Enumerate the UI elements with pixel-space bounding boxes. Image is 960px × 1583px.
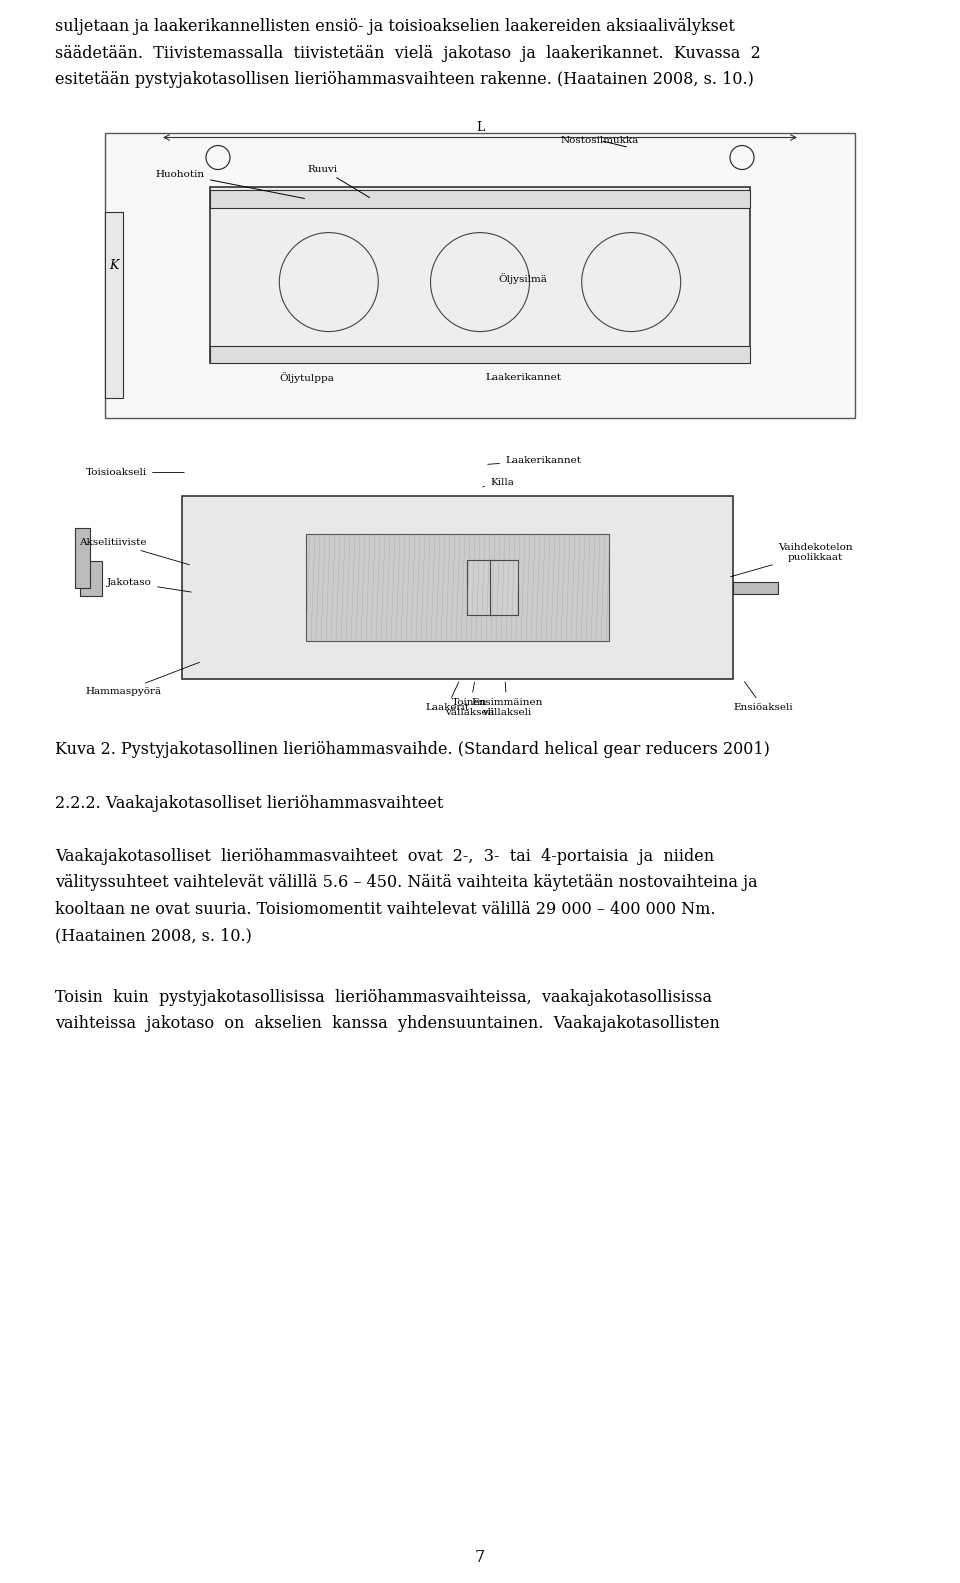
Text: Killa: Killa xyxy=(483,478,514,488)
Text: esitetään pystyjakotasollisen lieriöhammasvaihteen rakenne. (Haatainen 2008, s. : esitetään pystyjakotasollisen lieriöhamm… xyxy=(55,71,754,89)
Text: Toisin  kuin  pystyjakotasollisissa  lieriöhammasvaihteissa,  vaakajakotasollisi: Toisin kuin pystyjakotasollisissa lieriö… xyxy=(55,988,712,1005)
Text: (Haatainen 2008, s. 10.): (Haatainen 2008, s. 10.) xyxy=(55,928,252,943)
Text: Nostosilmukka: Nostosilmukka xyxy=(561,136,639,147)
Bar xyxy=(105,133,855,418)
Text: vaihteissa  jakotaso  on  akselien  kanssa  yhdensuuntainen.  Vaakajakotasollist: vaihteissa jakotaso on akselien kanssa y… xyxy=(55,1015,720,1032)
Text: K: K xyxy=(109,258,119,272)
Text: suljetaan ja laakerikannellisten ensiö- ja toisioakselien laakereiden aksiaalivä: suljetaan ja laakerikannellisten ensiö- … xyxy=(55,17,734,35)
Text: Vaihdekotelon
puolikkaat: Vaihdekotelon puolikkaat xyxy=(731,543,852,576)
Bar xyxy=(75,527,90,587)
Text: Öljytulppa: Öljytulppa xyxy=(279,372,335,383)
Text: Akselitiiviste: Akselitiiviste xyxy=(80,538,189,565)
Bar xyxy=(210,345,750,364)
Bar xyxy=(210,190,750,207)
Text: 7: 7 xyxy=(475,1550,485,1567)
Text: Ruuvi: Ruuvi xyxy=(307,165,370,198)
Bar xyxy=(210,187,750,364)
Bar xyxy=(182,495,732,679)
Text: Hammaspyörä: Hammaspyörä xyxy=(86,662,200,697)
Text: Kuva 2. Pystyjakotasollinen lieriöhammasvaihde. (Standard helical gear reducers : Kuva 2. Pystyjakotasollinen lieriöhammas… xyxy=(55,741,770,758)
Text: Laakerikannet: Laakerikannet xyxy=(485,372,562,382)
Text: Ensiöakseli: Ensiöakseli xyxy=(733,682,793,712)
Text: L: L xyxy=(476,120,484,133)
Text: Öljysilmä: Öljysilmä xyxy=(499,272,547,283)
Text: välityssuhteet vaihtelevät välillä 5.6 – 450. Näitä vaihteita käytetään nostovai: välityssuhteet vaihtelevät välillä 5.6 –… xyxy=(55,874,757,891)
Bar xyxy=(467,560,495,616)
Text: Toisioakseli: Toisioakseli xyxy=(86,469,184,476)
Text: kooltaan ne ovat suuria. Toisiomomentit vaihtelevat välillä 29 000 – 400 000 Nm.: kooltaan ne ovat suuria. Toisiomomentit … xyxy=(55,901,715,918)
Text: Toinen
vällakseli: Toinen vällakseli xyxy=(445,682,494,717)
Bar xyxy=(80,560,102,595)
Text: Ensimmäinen
vällakseli: Ensimmäinen vällakseli xyxy=(471,682,542,717)
Text: 2.2.2. Vaakajakotasolliset lieriöhammasvaihteet: 2.2.2. Vaakajakotasolliset lieriöhammasv… xyxy=(55,796,444,812)
Text: Huohotin: Huohotin xyxy=(156,169,304,198)
Bar xyxy=(732,581,778,594)
Bar xyxy=(105,212,123,397)
Text: säädetään.  Tiivistemassalla  tiivistetään  vielä  jakotaso  ja  laakerikannet. : säädetään. Tiivistemassalla tiivistetään… xyxy=(55,44,760,62)
Text: Vaakajakotasolliset  lieriöhammasvaihteet  ovat  2-,  3-  tai  4-portaisia  ja  : Vaakajakotasolliset lieriöhammasvaihteet… xyxy=(55,847,714,864)
Text: Jakotaso: Jakotaso xyxy=(108,578,191,592)
Bar xyxy=(306,533,609,641)
Text: Laakerit: Laakerit xyxy=(425,682,469,712)
Text: Laakerikannet: Laakerikannet xyxy=(488,456,581,465)
Bar xyxy=(490,560,518,616)
